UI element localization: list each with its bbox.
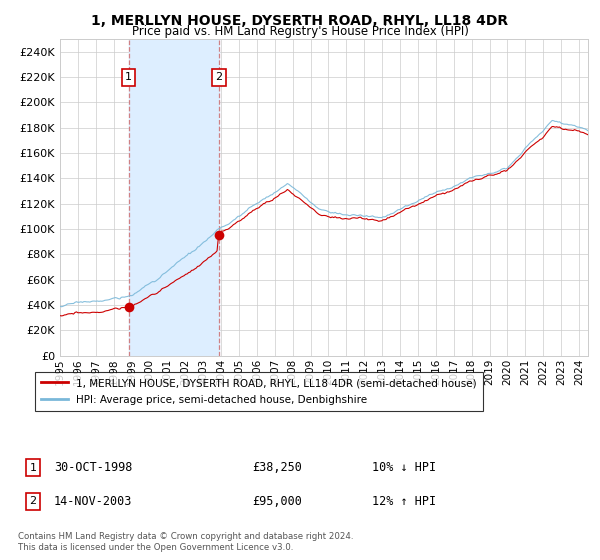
Text: 1: 1 <box>125 72 132 82</box>
Text: 2: 2 <box>29 496 37 506</box>
Text: 2: 2 <box>215 72 223 82</box>
Text: 14-NOV-2003: 14-NOV-2003 <box>54 494 133 508</box>
Text: £38,250: £38,250 <box>252 461 302 474</box>
Bar <box>128 39 219 356</box>
Text: 10% ↓ HPI: 10% ↓ HPI <box>372 461 436 474</box>
Text: 1, MERLLYN HOUSE, DYSERTH ROAD, RHYL, LL18 4DR: 1, MERLLYN HOUSE, DYSERTH ROAD, RHYL, LL… <box>91 14 509 28</box>
Text: Contains HM Land Registry data © Crown copyright and database right 2024.
This d: Contains HM Land Registry data © Crown c… <box>18 532 353 552</box>
Text: Price paid vs. HM Land Registry's House Price Index (HPI): Price paid vs. HM Land Registry's House … <box>131 25 469 38</box>
Legend: 1, MERLLYN HOUSE, DYSERTH ROAD, RHYL, LL18 4DR (semi-detached house), HPI: Avera: 1, MERLLYN HOUSE, DYSERTH ROAD, RHYL, LL… <box>35 372 483 411</box>
Text: £95,000: £95,000 <box>252 494 302 508</box>
Text: 30-OCT-1998: 30-OCT-1998 <box>54 461 133 474</box>
Text: 1: 1 <box>29 463 37 473</box>
Text: 12% ↑ HPI: 12% ↑ HPI <box>372 494 436 508</box>
